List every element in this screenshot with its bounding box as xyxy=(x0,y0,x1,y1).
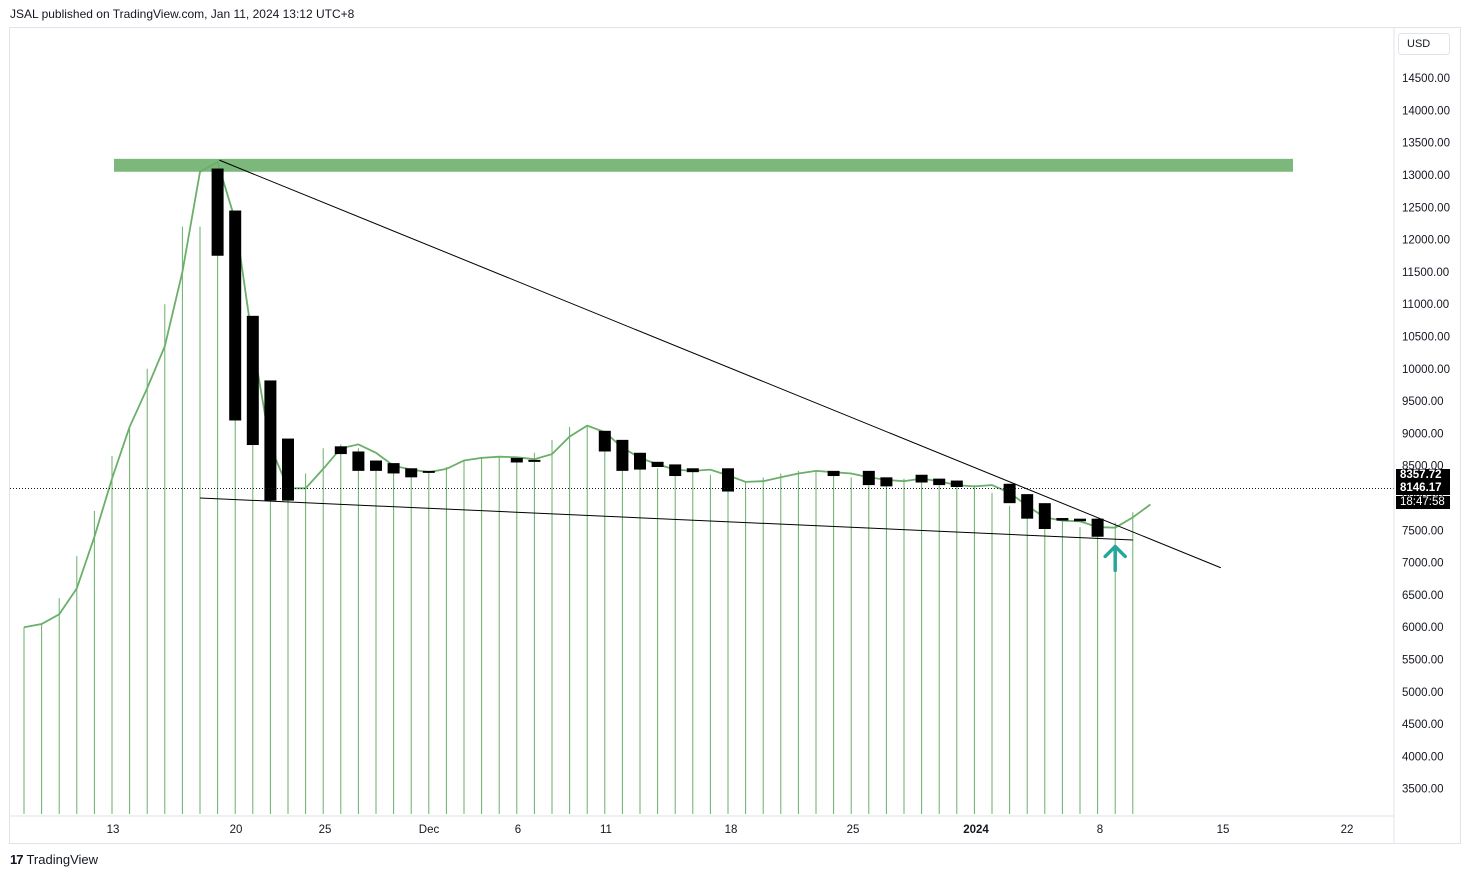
candle xyxy=(669,464,682,477)
time-tick-label: 6 xyxy=(515,824,521,836)
candles-layer xyxy=(211,168,1104,537)
trendlines-layer xyxy=(199,159,1221,569)
resistance-zone xyxy=(114,158,1293,172)
candle xyxy=(598,430,611,452)
candle xyxy=(1056,518,1069,521)
price-tick-label: 5500.00 xyxy=(1402,655,1444,667)
candle xyxy=(722,468,734,492)
price-tick-label: 14500.00 xyxy=(1402,73,1450,85)
volume-bars-layer xyxy=(23,168,1134,814)
time-axis-ticks: 13 20 25 Dec 6 11 18 25 2024 8 15 22 xyxy=(107,824,1354,836)
candle xyxy=(211,168,224,256)
support-trendline xyxy=(199,497,1133,541)
candle xyxy=(405,468,418,478)
footer-brand[interactable]: TradingView xyxy=(26,852,99,867)
candle xyxy=(827,470,840,477)
price-tick-label: 10500.00 xyxy=(1402,332,1450,344)
price-tick-label: 3500.00 xyxy=(1402,784,1444,796)
candle xyxy=(1038,503,1051,530)
price-tick-label: 12500.00 xyxy=(1402,202,1450,214)
time-tick-label: 20 xyxy=(230,824,243,836)
chart-frame xyxy=(9,27,1461,844)
time-tick-label: 25 xyxy=(319,824,332,836)
price-tick-label: 5000.00 xyxy=(1402,687,1444,699)
countdown-tag: 18:47:58 xyxy=(1396,496,1450,509)
candle xyxy=(915,474,928,483)
time-tick-label: 8 xyxy=(1097,824,1103,836)
footer: 17 TradingView xyxy=(10,852,98,867)
time-tick-label: 18 xyxy=(725,824,738,836)
price-tick-label: 13500.00 xyxy=(1402,138,1450,150)
candle xyxy=(686,468,699,473)
candle xyxy=(862,470,875,486)
candle xyxy=(246,315,259,446)
time-tick-label: 15 xyxy=(1217,824,1230,836)
publisher-line: JSAL published on TradingView.com, Jan 1… xyxy=(10,7,355,21)
descending-resistance-trendline xyxy=(219,159,1221,569)
candle xyxy=(933,478,946,486)
candle xyxy=(229,210,242,421)
time-tick-label: Dec xyxy=(419,824,440,836)
price-tick-label: 11500.00 xyxy=(1402,267,1449,279)
price-tick-label: 12000.00 xyxy=(1402,235,1450,247)
candle xyxy=(616,439,629,471)
time-tick-label: 11 xyxy=(600,824,612,836)
up-arrow-head-icon xyxy=(1103,544,1127,559)
candle xyxy=(510,457,523,463)
candle xyxy=(950,480,963,488)
price-tick-label: 10000.00 xyxy=(1402,364,1450,376)
price-tick-label: 9500.00 xyxy=(1402,396,1444,408)
arrow-layer xyxy=(1103,544,1127,573)
candle xyxy=(282,438,294,501)
candle xyxy=(1021,494,1034,519)
time-tick-label: 13 xyxy=(107,824,120,836)
candle xyxy=(651,461,664,467)
tradingview-logo-icon: 17 xyxy=(10,852,24,867)
candle xyxy=(387,463,400,474)
current-price-tag: 8146.17 xyxy=(1396,482,1450,495)
price-tick-label: 4000.00 xyxy=(1402,751,1444,763)
time-tick-label: 22 xyxy=(1341,824,1354,836)
price-axis-ticks: 14500.00 14000.00 13500.00 13000.00 12500.00… xyxy=(1402,73,1450,796)
candle xyxy=(422,470,435,473)
time-tick-label: 25 xyxy=(847,824,860,836)
candle xyxy=(528,459,541,462)
price-tick-label: 9000.00 xyxy=(1402,428,1444,440)
last-price-tag: 8357.72 xyxy=(1396,469,1450,482)
candle xyxy=(1074,518,1086,522)
resistance-zone-layer xyxy=(114,158,1293,172)
candle xyxy=(264,380,277,501)
price-tick-label: 4500.00 xyxy=(1402,719,1444,731)
price-tick-label: 7500.00 xyxy=(1402,525,1444,537)
candle xyxy=(1091,518,1104,537)
price-tick-label: 11000.00 xyxy=(1402,299,1449,311)
candle xyxy=(1003,483,1016,504)
time-tick-label: 2024 xyxy=(963,824,989,836)
price-tick-label: 7000.00 xyxy=(1402,558,1444,570)
currency-selector[interactable]: USD xyxy=(1398,33,1450,55)
candle xyxy=(880,477,893,487)
candle xyxy=(352,451,365,471)
candle xyxy=(634,452,646,470)
price-tick-label: 14000.00 xyxy=(1402,105,1450,117)
candle xyxy=(370,460,382,471)
price-tick-label: 6000.00 xyxy=(1402,622,1444,634)
price-tick-label: 6500.00 xyxy=(1402,590,1444,602)
candle xyxy=(334,446,347,455)
price-tick-label: 13000.00 xyxy=(1402,170,1450,182)
